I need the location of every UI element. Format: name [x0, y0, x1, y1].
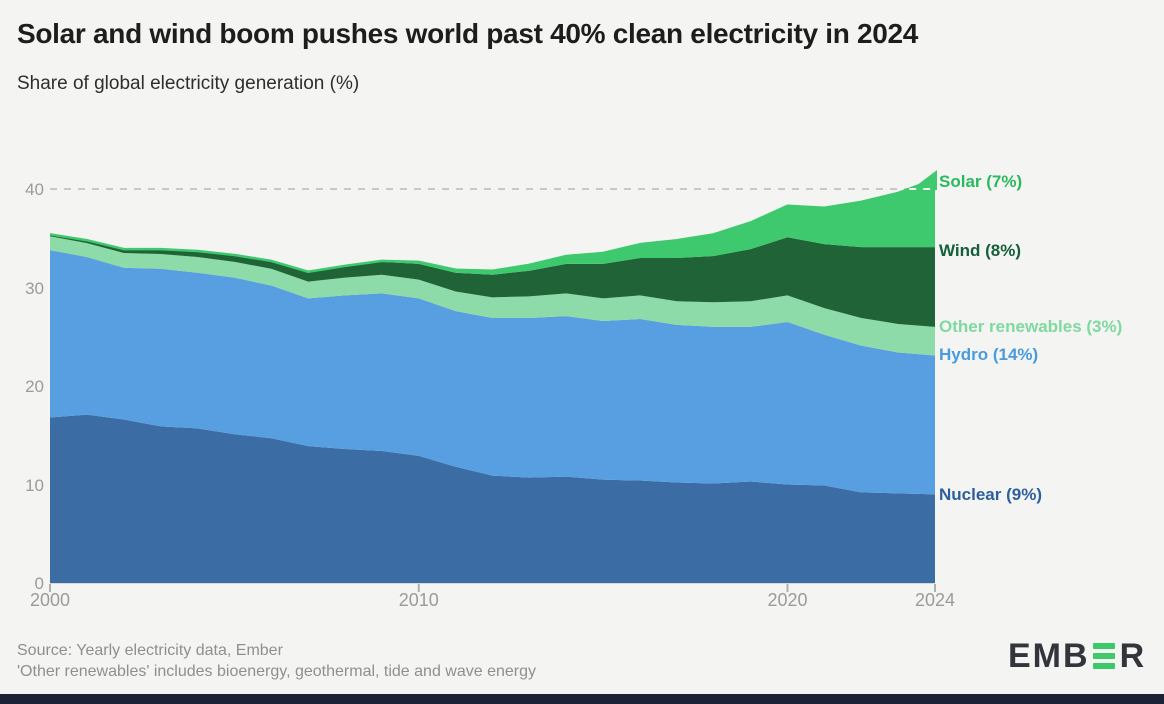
- series-label-nuclear: Nuclear (9%): [939, 485, 1042, 504]
- logo-e-bar: [1092, 663, 1115, 669]
- y-tick-label-20: 20: [25, 377, 44, 396]
- y-tick-label-30: 30: [25, 278, 44, 298]
- area-solar: [50, 179, 935, 275]
- y-tick-label-10: 10: [25, 475, 44, 495]
- area-wind: [50, 234, 935, 327]
- ember-logo-text-r: R: [1119, 637, 1147, 675]
- ember-logo: EMB R: [1008, 637, 1146, 675]
- solar-label-arrow-icon: [908, 170, 937, 192]
- series-label-wind: Wind (8%): [939, 241, 1022, 260]
- logo-e-bar: [1092, 643, 1115, 649]
- series-label-solar: Solar (7%): [939, 172, 1023, 191]
- area-nuclear: [50, 414, 935, 583]
- y-tick-label-0: 0: [34, 574, 44, 593]
- ember-logo-text-emb: EMB: [1008, 637, 1090, 675]
- x-tick-label-2020: 2020: [767, 590, 808, 610]
- y-tick-label-40: 40: [25, 180, 44, 199]
- area-other-renewables: [50, 236, 935, 356]
- x-tick-label-2000: 2000: [29, 590, 71, 610]
- series-label-hydro: Hydro (14%): [939, 345, 1039, 364]
- clean-total-topline: [49, 177, 936, 273]
- source-note: Source: Yearly electricity data, Ember '…: [17, 640, 536, 682]
- x-tick-label-2024: 2024: [914, 590, 956, 610]
- x-tick-label-2010: 2010: [398, 590, 439, 610]
- area-hydro: [50, 250, 935, 495]
- series-label-other-renewables: Other renewables (3%): [939, 317, 1123, 336]
- chart-title: Solar and wind boom pushes world past 40…: [17, 18, 919, 49]
- chart-subtitle: Share of global electricity generation (…: [17, 73, 360, 94]
- ember-logo-e-icon: [1092, 643, 1115, 669]
- source-line-2: 'Other renewables' includes bioenergy, g…: [17, 663, 537, 680]
- source-line-1: Source: Yearly electricity data, Ember: [17, 642, 283, 659]
- bottom-accent-bar: [0, 694, 1164, 704]
- logo-e-bar: [1092, 653, 1115, 659]
